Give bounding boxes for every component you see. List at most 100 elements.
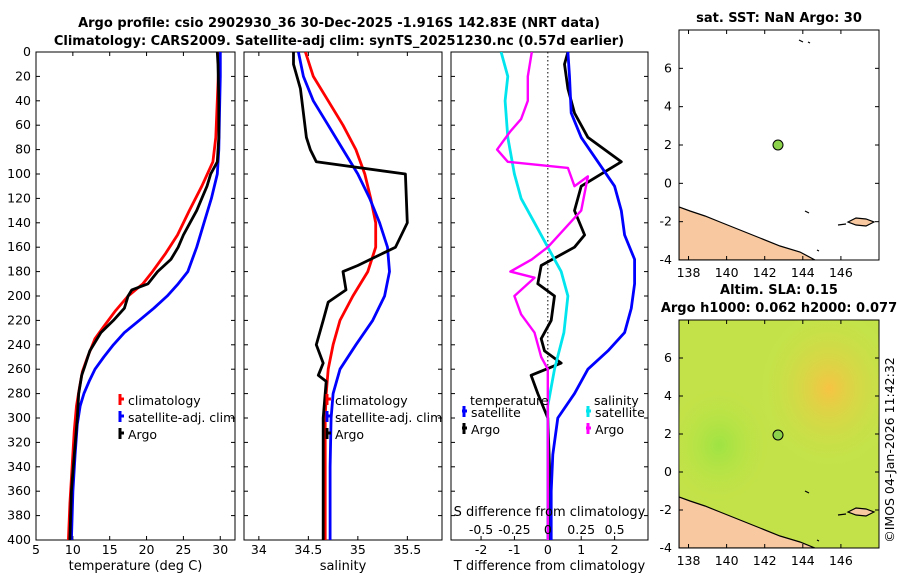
depth-tick-label: 40 [15, 93, 31, 108]
sla-map-island [846, 507, 876, 517]
map-xtick-label: 144 [791, 265, 815, 280]
legend-label: satellite-adj. clim [335, 410, 442, 425]
temperature-series-satellite-adj-clim [70, 52, 222, 540]
legend-label: Argo [128, 427, 157, 442]
map-xtick-label: 140 [715, 265, 739, 280]
depth-tick-label: 140 [7, 215, 31, 230]
s-difference-tick-label: 0 [544, 522, 552, 537]
map-ytick-label: -2 [660, 214, 672, 229]
sst-map-coast-fragments [798, 39, 847, 252]
depth-tick-label: 160 [7, 239, 31, 254]
s-difference-axis: S difference from climatology-0.5 -0.25 0 0… [454, 505, 646, 537]
temperature-xtick-label: 15 [102, 542, 118, 557]
s-difference-tick-label: -0.5 [469, 522, 493, 537]
map-ytick-label: -4 [660, 252, 673, 267]
s-difference-tick-label: -0.25 [498, 522, 530, 537]
sla-map-land [679, 496, 816, 548]
legend-label: satellite [471, 405, 521, 420]
map-ytick-label: 4 [664, 388, 672, 403]
difference-series-s-argo [495, 52, 590, 540]
depth-tick-label: 180 [7, 264, 31, 279]
salinity-profile-panel: 34 34.5 35 35.5 salinity climatology satellite… [243, 51, 443, 574]
sla-map-panel: Altim. SLA: 0.15 Argo h1000: 0.062 h2000… [660, 283, 898, 568]
figure-title-line1: Argo profile: csio 2902930_36 30-Dec-202… [78, 16, 600, 31]
salinity-xtick-label: 35.5 [393, 542, 421, 557]
map-xtick-label: 140 [715, 553, 739, 568]
salinity-plot-area [243, 51, 443, 541]
map-xtick-label: 138 [677, 265, 701, 280]
difference-xtick-label: -2 [475, 542, 487, 557]
salinity-xtick-label: 34.5 [294, 542, 322, 557]
sla-map-coast-fragments [804, 490, 847, 542]
temperature-xtick-label: 10 [65, 542, 81, 557]
depth-tick-label: 320 [7, 434, 31, 449]
depth-tick-label: 300 [7, 410, 31, 425]
difference-xtick-label: 1 [577, 542, 585, 557]
credit-text: ©IMOS 04-Jan-2026 11:42:32 [882, 357, 897, 543]
map-ytick-label: 0 [664, 464, 672, 479]
s-difference-tick-label: 0.25 [567, 522, 595, 537]
map-ytick-label: 6 [664, 350, 672, 365]
temperature-legend: climatology satellite-adj. clim Argo [118, 393, 235, 442]
map-xtick-label: 142 [753, 553, 777, 568]
depth-tick-label: 220 [7, 312, 31, 327]
difference-series-t-argo [529, 52, 623, 540]
depth-tick-label: 360 [7, 483, 31, 498]
temperature-series-group [67, 52, 222, 540]
salinity-series-argo [292, 52, 409, 540]
map-xtick-label: 146 [829, 265, 853, 280]
sla-map-title-line1: Altim. SLA: 0.15 [720, 283, 838, 298]
salinity-legend: climatology satellite-adj. clim Argo [325, 393, 442, 442]
map-ytick-label: 0 [664, 175, 672, 190]
sla-map-title-line2: Argo h1000: 0.062 h2000: 0.077 [661, 301, 897, 316]
sst-map-float-marker [772, 139, 784, 151]
depth-tick-label: 0 [23, 44, 31, 59]
difference-legend: temperature salinitysatelliteArgosatellit… [462, 393, 645, 437]
depth-tick-label: 280 [7, 386, 31, 401]
depth-tick-label: 260 [7, 361, 31, 376]
temperature-xtick-label: 25 [175, 542, 191, 557]
difference-xtick-label: 2 [611, 542, 619, 557]
difference-xlabel: T difference from climatology [453, 559, 646, 574]
salinity-xlabel: salinity [320, 559, 367, 574]
s-difference-tick-label: 0.5 [605, 522, 625, 537]
sst-map-title: sat. SST: NaN Argo: 30 [696, 11, 862, 26]
map-xtick-label: 144 [791, 553, 815, 568]
sla-map-axes: 138 140 142 144 146 -4 -2 0 2 4 6 [660, 320, 879, 568]
salinity-series-satellite-adj-clim [297, 52, 391, 540]
sst-map-axes: 138 140 142 144 146 -4 -2 0 2 4 6 [660, 30, 879, 280]
sla-map-float-marker [772, 429, 784, 441]
depth-tick-label: 80 [15, 142, 31, 157]
temperature-xtick-label: 5 [32, 542, 40, 557]
depth-tick-label: 400 [7, 532, 31, 547]
s-difference-axis-label: S difference from climatology [454, 505, 646, 520]
legend-title-temperature: temperature [470, 393, 549, 408]
depth-tick-label: 20 [15, 68, 31, 83]
salinity-xtick-label: 34 [251, 542, 267, 557]
map-ytick-label: 2 [664, 426, 672, 441]
sst-map-land [679, 206, 816, 260]
temperature-series-argo [68, 52, 221, 540]
temperature-profile-panel: 0 20 40 60 80 100 120 140 160 180 200 220 240 260 280 3… [7, 44, 236, 574]
legend-label: climatology [128, 393, 201, 408]
difference-xtick-label: -1 [508, 542, 520, 557]
depth-tick-label: 240 [7, 337, 31, 352]
depth-tick-label: 60 [15, 117, 31, 132]
difference-series-group [495, 52, 636, 540]
legend-label: Argo [335, 427, 364, 442]
map-xtick-label: 146 [829, 553, 853, 568]
legend-title-salinity: salinity [594, 393, 639, 408]
sst-map-panel: sat. SST: NaN Argo: 30 138 140 142 144 146 -4… [660, 11, 880, 280]
map-ytick-label: 4 [664, 99, 672, 114]
temperature-xtick-label: 20 [139, 542, 155, 557]
difference-series-t-satellite [549, 52, 636, 540]
map-xtick-label: 138 [677, 553, 701, 568]
map-ytick-label: 6 [664, 60, 672, 75]
depth-tick-label: 200 [7, 288, 31, 303]
depth-tick-label: 120 [7, 190, 31, 205]
difference-profile-panel: -2 -1 0 1 2 T difference from climatology S di… [450, 51, 649, 574]
legend-label: satellite [595, 405, 645, 420]
depth-tick-label: 380 [7, 508, 31, 523]
map-ytick-label: 2 [664, 137, 672, 152]
